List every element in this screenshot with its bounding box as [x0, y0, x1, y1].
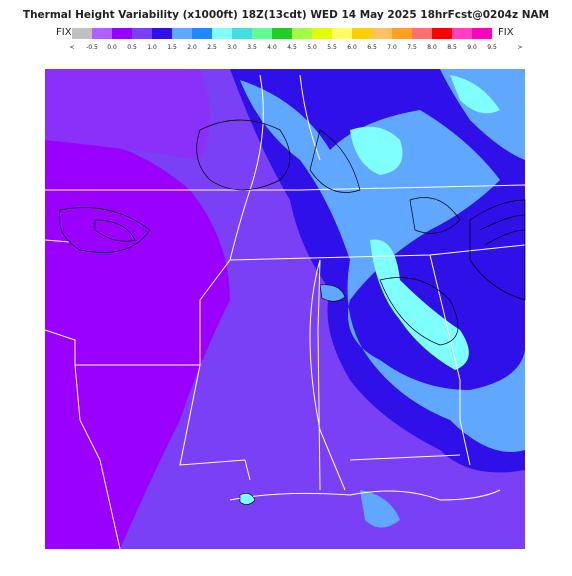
legend-swatch — [292, 28, 312, 39]
region — [45, 69, 210, 160]
legend-label: -0.5 — [86, 44, 98, 51]
legend-label: 8.0 — [427, 44, 437, 51]
legend-label: 3.0 — [227, 44, 237, 51]
legend-swatch — [232, 28, 252, 39]
legend-swatch — [192, 28, 212, 39]
legend-label: 8.5 — [447, 44, 457, 51]
region — [360, 490, 400, 528]
legend-label: 5.0 — [307, 44, 317, 51]
legend-swatch — [112, 28, 132, 39]
legend-label: 1.0 — [147, 44, 157, 51]
legend-label: 9.5 — [487, 44, 497, 51]
legend-swatch — [252, 28, 272, 39]
legend-swatch — [212, 28, 232, 39]
region — [239, 493, 256, 505]
legend-label: 7.0 — [387, 44, 397, 51]
legend-label: < — [69, 44, 74, 51]
legend-swatch — [152, 28, 172, 39]
legend-swatch — [72, 28, 92, 39]
region — [45, 138, 230, 550]
region — [450, 75, 500, 114]
legend-label: 2.0 — [187, 44, 197, 51]
legend-label: 5.5 — [327, 44, 337, 51]
region — [240, 80, 525, 452]
legend-label: > — [517, 44, 522, 51]
legend-label: 4.5 — [287, 44, 297, 51]
contours — [58, 119, 526, 346]
legend-swatch — [432, 28, 452, 39]
legend-label: 1.5 — [167, 44, 177, 51]
legend: < -0.5 0.0 0.5 1.0 1.5 2.0 2.5 3.0 3.5 4.0 4.5 5.0 5.… — [69, 28, 523, 51]
legend-label: 3.5 — [247, 44, 257, 51]
map — [44, 69, 526, 550]
legend-swatch — [392, 28, 412, 39]
region — [350, 126, 403, 175]
legend-swatch — [272, 28, 292, 39]
legend-swatch — [352, 28, 372, 39]
legend-swatch — [332, 28, 352, 39]
region — [370, 239, 469, 370]
legend-swatch — [92, 28, 112, 39]
legend-label: 0.5 — [127, 44, 137, 51]
legend-label: 6.5 — [367, 44, 377, 51]
fix-left: FIX — [56, 27, 72, 38]
fix-right: FIX — [498, 27, 514, 38]
legend-label: 9.0 — [467, 44, 477, 51]
region — [319, 284, 346, 302]
legend-swatch — [412, 28, 432, 39]
legend-swatch — [312, 28, 332, 39]
legend-label: 2.5 — [207, 44, 217, 51]
title: Thermal Height Variability (x1000ft) 18Z… — [23, 9, 549, 21]
legend-swatch — [132, 28, 152, 39]
legend-swatch — [172, 28, 192, 39]
legend-label: 6.0 — [347, 44, 357, 51]
legend-swatch — [452, 28, 472, 39]
legend-label: 7.5 — [407, 44, 417, 51]
legend-label: 4.0 — [267, 44, 277, 51]
legend-swatch — [472, 28, 492, 39]
legend-swatch — [372, 28, 392, 39]
legend-label: 0.0 — [107, 44, 117, 51]
